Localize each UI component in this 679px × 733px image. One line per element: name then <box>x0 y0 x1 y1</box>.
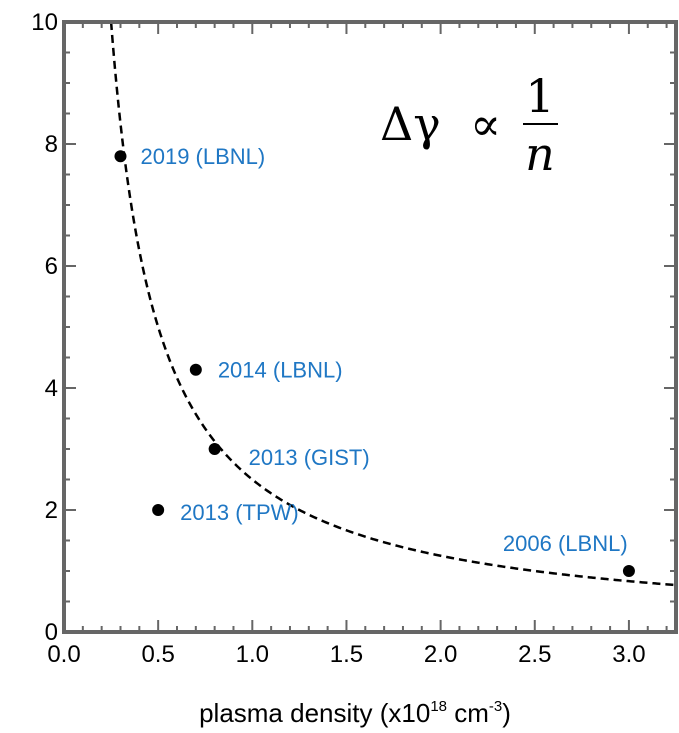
x-tick-label: 2.0 <box>424 641 457 668</box>
formula-numerator: 1 <box>525 69 554 123</box>
x-axis-label: plasma density (x1018 cm-3) <box>199 698 511 728</box>
fit-curve <box>109 21 677 587</box>
y-tick-label: 2 <box>45 497 58 524</box>
tick-labels-layer: 0.0 0.5 1.0 1.5 2.0 2.5 3.0 0 2 4 6 8 10 <box>31 9 645 668</box>
data-point <box>208 443 221 455</box>
x-tick-label: 0.0 <box>47 641 80 668</box>
y-tick-label: 0 <box>45 619 58 646</box>
data-point-label: 2014 (LBNL) <box>218 358 343 383</box>
formula-annotation: Δγ ∝ 1 n <box>380 69 558 181</box>
data-point-label: 2013 (GIST) <box>249 445 370 470</box>
x-tick-label: 1.0 <box>236 641 269 668</box>
data-point <box>189 363 202 376</box>
data-point <box>114 150 127 163</box>
data-point-label: 2006 (LBNL) <box>503 531 628 556</box>
plot-frame <box>62 20 678 634</box>
points-layer: 2019 (LBNL) 2014 (LBNL) 2013 (GIST) 2013 (T… <box>114 144 635 577</box>
data-point <box>622 565 635 577</box>
x-axis-label-main: plasma density (x10 <box>199 698 430 728</box>
x-axis-label-end: ) <box>502 698 511 728</box>
formula-denominator: n <box>525 127 555 181</box>
x-axis-label-sup1: 18 <box>430 698 447 715</box>
x-tick-label: 0.5 <box>141 641 174 668</box>
y-tick-label: 8 <box>45 131 58 158</box>
y-tick-label: 6 <box>45 253 58 280</box>
x-tick-label: 2.5 <box>518 641 551 668</box>
x-tick-label: 1.5 <box>330 641 363 668</box>
data-point-label: 2019 (LBNL) <box>140 144 265 169</box>
x-axis-label-sup2: -3 <box>489 698 502 715</box>
formula-relation: ∝ <box>470 97 501 151</box>
data-point-label: 2013 (TPW) <box>180 500 299 525</box>
data-point <box>152 504 165 516</box>
curve-layer <box>109 21 677 587</box>
x-tick-label: 3.0 <box>612 641 645 668</box>
formula-lhs: Δγ <box>380 97 441 151</box>
y-tick-label: 4 <box>45 375 58 402</box>
y-tick-label: 10 <box>31 9 58 36</box>
x-axis-label-mid: cm <box>447 698 489 728</box>
